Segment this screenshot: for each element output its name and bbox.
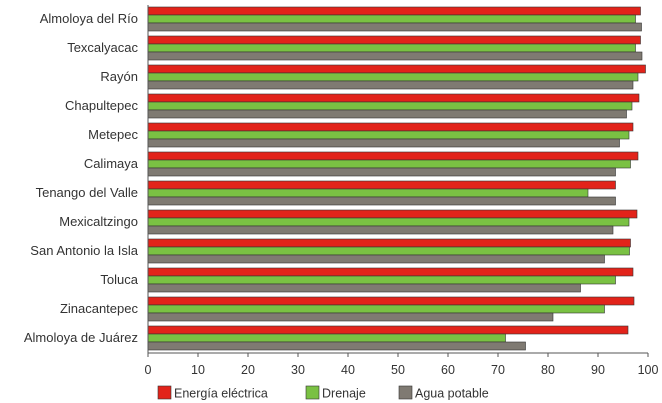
category-label: Tenango del Valle	[36, 185, 138, 200]
bar	[147, 51, 643, 61]
bar	[147, 238, 631, 248]
category-label: Mexicaltzingo	[59, 214, 138, 229]
bar	[147, 22, 642, 32]
x-tick-label: 20	[241, 363, 255, 377]
x-tick-label: 10	[191, 363, 205, 377]
bar	[147, 151, 639, 161]
bar	[147, 267, 634, 277]
bar	[147, 341, 526, 351]
category-label: Chapultepec	[65, 98, 138, 113]
x-tick-label: 60	[441, 363, 455, 377]
bar	[147, 283, 581, 293]
x-tick-label: 30	[291, 363, 305, 377]
bar	[147, 254, 605, 264]
bar	[147, 196, 616, 206]
legend-swatch	[398, 385, 413, 400]
category-label: Rayón	[100, 69, 138, 84]
bar	[147, 180, 616, 190]
x-tick-label: 70	[491, 363, 505, 377]
x-tick-label: 90	[591, 363, 605, 377]
bar	[147, 275, 616, 285]
bar	[147, 35, 641, 45]
bar	[147, 312, 554, 322]
bar	[147, 43, 636, 53]
bars-group	[147, 6, 646, 351]
bar	[147, 14, 636, 24]
bar	[147, 296, 635, 306]
bar	[147, 80, 634, 90]
bar	[147, 101, 633, 111]
category-label: Zinacantepec	[60, 301, 139, 316]
bar	[147, 325, 629, 335]
bar	[147, 209, 638, 219]
bar	[147, 333, 506, 343]
bar	[147, 188, 589, 198]
category-label: Toluca	[100, 272, 138, 287]
category-label: Metepec	[88, 127, 138, 142]
legend-label: Agua potable	[415, 387, 489, 401]
legend-swatch	[157, 385, 172, 400]
bar	[147, 93, 640, 103]
category-label: Almoloya del Río	[40, 11, 138, 26]
bar	[147, 64, 646, 74]
bar	[147, 246, 630, 256]
bar	[147, 130, 630, 140]
category-labels: Almoloya del Río Texcalyacac Rayón Chapulte…	[24, 11, 139, 345]
x-tick-label: 0	[145, 363, 152, 377]
x-tick-label: 40	[341, 363, 355, 377]
x-tick-label: 50	[391, 363, 405, 377]
bar	[147, 109, 627, 119]
x-tick-label: 80	[541, 363, 555, 377]
bar	[147, 217, 630, 227]
category-label: San Antonio la Isla	[30, 243, 138, 258]
bar	[147, 72, 639, 82]
bar	[147, 167, 616, 177]
bar	[147, 122, 634, 132]
category-label: Almoloya de Juárez	[24, 330, 138, 345]
bar	[147, 138, 620, 148]
legend-label: Energía eléctrica	[174, 387, 268, 401]
category-label: Texcalyacac	[67, 40, 138, 55]
category-label: Calimaya	[84, 156, 139, 171]
bar	[147, 225, 614, 235]
legend-label: Drenaje	[322, 387, 366, 401]
x-axis-ticks: 0 10 20 30 40 50 60 70 80 90 100	[145, 353, 659, 377]
bar	[147, 6, 641, 16]
legend-swatch	[305, 385, 320, 400]
x-tick-label: 100	[638, 363, 659, 377]
bar	[147, 159, 631, 169]
bar	[147, 304, 605, 314]
legend: Energía eléctrica Drenaje Agua potable	[157, 385, 489, 401]
